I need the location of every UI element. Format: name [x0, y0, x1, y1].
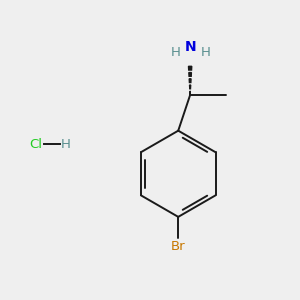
Text: N: N — [184, 40, 196, 54]
Text: Cl: Cl — [29, 138, 42, 151]
Text: H: H — [201, 46, 211, 59]
Polygon shape — [188, 66, 192, 70]
Polygon shape — [189, 79, 191, 83]
Polygon shape — [190, 85, 191, 89]
Text: H: H — [171, 46, 181, 59]
Text: Br: Br — [171, 239, 185, 253]
Text: H: H — [60, 138, 70, 151]
Polygon shape — [189, 73, 191, 76]
